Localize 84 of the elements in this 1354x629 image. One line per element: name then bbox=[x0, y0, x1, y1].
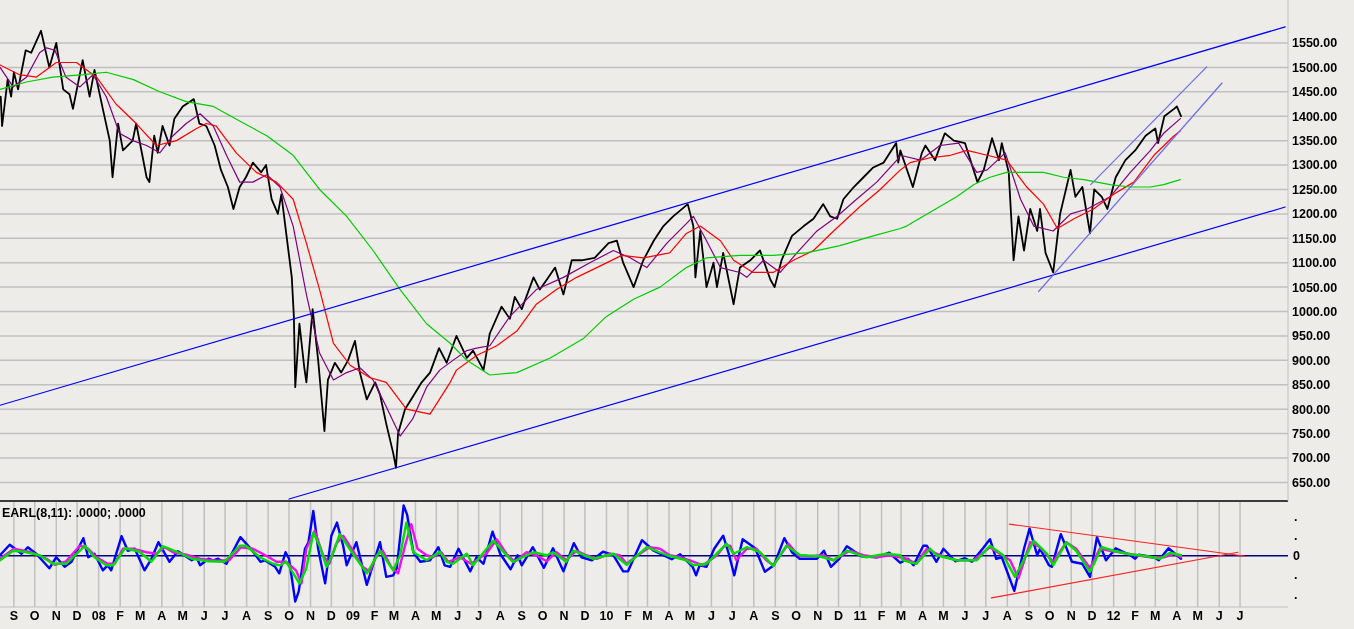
x-tick-label: J bbox=[454, 608, 462, 623]
x-tick-label: A bbox=[1002, 608, 1012, 623]
x-tick-label: M bbox=[431, 608, 442, 623]
y-tick-label: 1400.00 bbox=[1292, 109, 1338, 124]
x-tick-label: J bbox=[221, 608, 229, 623]
x-tick-label: O bbox=[29, 608, 40, 623]
x-tick-label: M bbox=[135, 608, 146, 623]
y-tick-label: 1450.00 bbox=[1292, 85, 1338, 100]
text: . bbox=[1294, 567, 1298, 584]
x-tick-label: M bbox=[1150, 608, 1161, 623]
x-tick-label: N bbox=[51, 608, 61, 623]
x-tick-label: S bbox=[9, 608, 19, 623]
y-tick-label: 750.00 bbox=[1292, 427, 1331, 442]
x-tick-label: O bbox=[537, 608, 548, 623]
x-tick-label: N bbox=[559, 608, 569, 623]
x-tick-label: J bbox=[200, 608, 208, 623]
y-tick-label: 1200.00 bbox=[1292, 207, 1338, 222]
x-tick-label: 12 bbox=[1106, 608, 1121, 623]
x-tick-label: A bbox=[495, 608, 505, 623]
x-tick-label: D bbox=[326, 608, 336, 623]
x-tick-label: S bbox=[1024, 608, 1034, 623]
x-tick-label: F bbox=[116, 608, 125, 623]
y-tick-label: 1150.00 bbox=[1292, 231, 1337, 246]
y-tick-label: 1550.00 bbox=[1292, 36, 1338, 51]
x-tick-label: N bbox=[813, 608, 823, 623]
x-tick-label: F bbox=[1131, 608, 1140, 623]
x-tick-label: M bbox=[938, 608, 949, 623]
y-tick-label: 1300.00 bbox=[1292, 158, 1338, 173]
x-tick-label: A bbox=[1172, 608, 1182, 623]
y-tick-label: 850.00 bbox=[1292, 378, 1331, 393]
text: . bbox=[1294, 528, 1298, 545]
x-tick-label: S bbox=[517, 608, 526, 623]
y-tick-label: 1250.00 bbox=[1292, 182, 1338, 197]
x-tick-label: 11 bbox=[853, 608, 867, 623]
ref-line-label: 0 bbox=[1293, 549, 1300, 564]
x-tick-label: J bbox=[475, 608, 483, 623]
y-tick-label: 1500.00 bbox=[1292, 60, 1338, 75]
x-tick-label: A bbox=[242, 608, 252, 623]
x-tick-label: J bbox=[982, 608, 990, 623]
x-tick-label: S bbox=[771, 608, 780, 623]
x-tick-label: D bbox=[580, 608, 590, 623]
x-tick-label: F bbox=[624, 608, 633, 623]
y-tick-label: 700.00 bbox=[1292, 451, 1331, 466]
x-tick-label: O bbox=[791, 608, 802, 623]
x-tick-label: J bbox=[961, 608, 969, 623]
x-tick-label: F bbox=[877, 608, 886, 623]
x-tick-label: D bbox=[834, 608, 844, 623]
x-tick-label: M bbox=[684, 608, 696, 623]
x-tick-label: O bbox=[284, 608, 295, 623]
y-tick-label: 1050.00 bbox=[1292, 280, 1338, 295]
y-tick-label: 650.00 bbox=[1292, 475, 1331, 490]
x-tick-label: A bbox=[749, 608, 759, 623]
x-tick-label: J bbox=[1236, 608, 1244, 623]
x-tick-label: A bbox=[664, 608, 674, 623]
x-tick-label: 08 bbox=[91, 608, 106, 623]
x-tick-label: F bbox=[370, 608, 379, 623]
text: . bbox=[1294, 586, 1298, 603]
x-tick-label: D bbox=[72, 608, 82, 623]
x-tick-label: M bbox=[1192, 608, 1203, 623]
y-tick-label: 1350.00 bbox=[1292, 134, 1338, 149]
x-tick-label: D bbox=[1087, 608, 1097, 623]
x-tick-label: 09 bbox=[345, 608, 360, 623]
x-tick-label: 10 bbox=[599, 608, 614, 623]
x-tick-label: M bbox=[388, 608, 400, 623]
x-tick-label: J bbox=[728, 608, 736, 623]
x-tick-label: S bbox=[263, 608, 273, 623]
x-tick-label: J bbox=[707, 608, 715, 623]
y-tick-label: 900.00 bbox=[1292, 353, 1331, 368]
x-tick-label: N bbox=[1066, 608, 1076, 623]
text: . bbox=[1294, 508, 1298, 525]
x-tick-label: N bbox=[306, 608, 316, 623]
x-tick-label: A bbox=[157, 608, 167, 623]
x-tick-label: M bbox=[642, 608, 653, 623]
y-tick-label: 800.00 bbox=[1292, 402, 1331, 417]
x-tick-label: M bbox=[177, 608, 188, 623]
x-tick-label: A bbox=[410, 608, 420, 623]
chart-title: EARL(8,11): .0000; .0000 bbox=[2, 506, 146, 520]
y-tick-label: 1100.00 bbox=[1292, 256, 1337, 271]
y-tick-label: 1000.00 bbox=[1292, 304, 1338, 319]
x-tick-label: J bbox=[1215, 608, 1223, 623]
y-tick-label: 950.00 bbox=[1292, 329, 1331, 344]
x-tick-label: M bbox=[895, 608, 907, 623]
x-tick-label: O bbox=[1044, 608, 1055, 623]
x-tick-label: A bbox=[918, 608, 928, 623]
